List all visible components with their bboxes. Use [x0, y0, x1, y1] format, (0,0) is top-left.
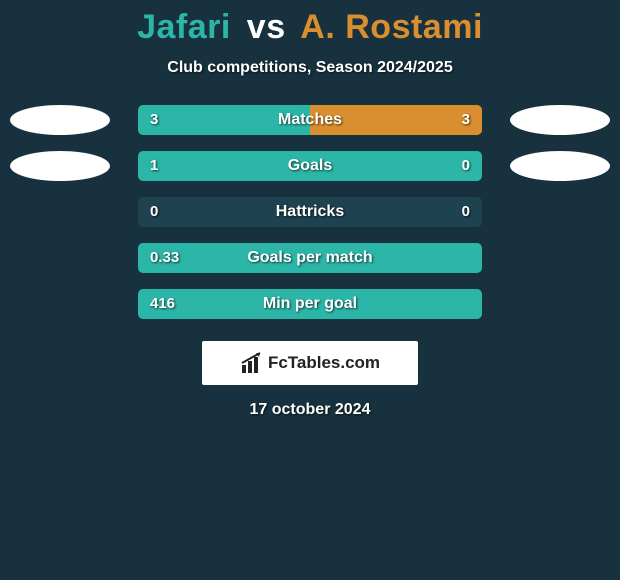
metrics-chart: 33Matches 10Goals 00Hattricks 0.33Goals per…	[0, 105, 620, 335]
metric-row: 33Matches	[0, 105, 620, 135]
bars-icon	[240, 351, 264, 375]
brand-box: FcTables.com	[202, 341, 418, 385]
metric-label: Goals	[0, 151, 620, 181]
player1-name: Jafari	[137, 8, 231, 46]
date-text: 17 october 2024	[250, 401, 371, 419]
metric-label: Goals per match	[0, 243, 620, 273]
metric-label: Min per goal	[0, 289, 620, 319]
comparison-infographic: Jafari vs A. Rostami Club competitions, …	[0, 0, 620, 580]
metric-row: 10Goals	[0, 151, 620, 181]
vs-label: vs	[247, 8, 286, 46]
metric-label: Hattricks	[0, 197, 620, 227]
player2-name: A. Rostami	[300, 8, 483, 46]
brand-text: FcTables.com	[268, 353, 380, 373]
metric-row: 416Min per goal	[0, 289, 620, 319]
metric-row: 00Hattricks	[0, 197, 620, 227]
metric-label: Matches	[0, 105, 620, 135]
brand-inner: FcTables.com	[240, 351, 380, 375]
page-title: Jafari vs A. Rostami	[137, 8, 483, 47]
subtitle: Club competitions, Season 2024/2025	[167, 59, 452, 77]
metric-row: 0.33Goals per match	[0, 243, 620, 273]
